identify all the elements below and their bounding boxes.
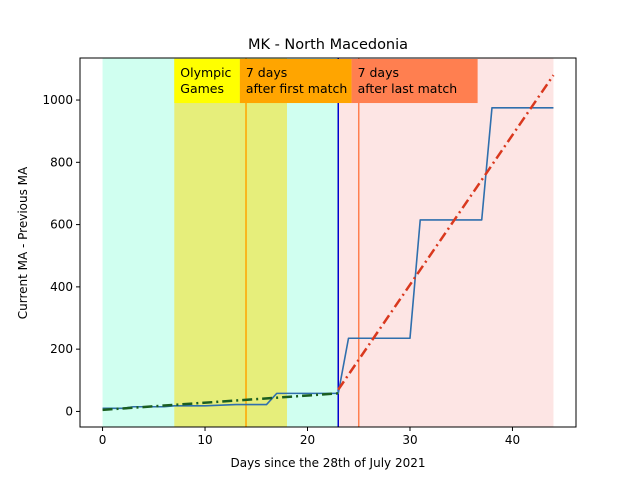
chart-title: MK - North Macedonia (248, 37, 408, 53)
series-lines (102, 74, 555, 412)
y-tick-label: 600 (50, 218, 73, 232)
annotation-text-0: Olympic Games (180, 65, 231, 96)
x-tick-label: 30 (402, 433, 417, 447)
x-tick-label: 20 (300, 433, 315, 447)
annotation-box-2 (351, 59, 478, 104)
y-axis-ticks: 0 200 400 600 800 1000 (42, 93, 80, 418)
annotation-box-1 (239, 59, 352, 104)
plot-frame (79, 57, 577, 428)
annotation-line-0-0: Olympic (180, 65, 231, 80)
annotation-box-0 (174, 59, 240, 104)
x-axis-ticks: 0 10 20 30 40 (99, 427, 520, 447)
y-axis-label: Current MA - Previous MA (16, 166, 30, 319)
y-tick-label: 400 (50, 280, 73, 294)
annotation-line-2-0: 7 days (358, 65, 399, 80)
annotation-line-1-1: after first match (246, 81, 347, 96)
annotation-text-1: 7 days after first match (246, 65, 347, 96)
vertical-lines (245, 58, 360, 427)
y-tick-label: 800 (50, 155, 73, 169)
annotation-line-1-0: 7 days (246, 65, 287, 80)
x-axis-label: Days since the 28th of July 2021 (231, 456, 426, 470)
annotation-text-2: 7 days after last match (358, 65, 458, 96)
shaded-regions (102, 58, 554, 427)
x-tick-label: 0 (99, 433, 107, 447)
region-olympic-games (174, 58, 288, 427)
series-line-2 (337, 74, 555, 391)
y-tick-label: 0 (65, 404, 73, 418)
annotation-line-2-1: after last match (358, 81, 458, 96)
y-tick-label: 1000 (42, 93, 73, 107)
y-tick-label: 200 (50, 342, 73, 356)
region-after (338, 58, 554, 427)
x-tick-label: 10 (197, 433, 212, 447)
x-tick-label: 40 (505, 433, 520, 447)
annotation-line-0-1: Games (180, 81, 224, 96)
